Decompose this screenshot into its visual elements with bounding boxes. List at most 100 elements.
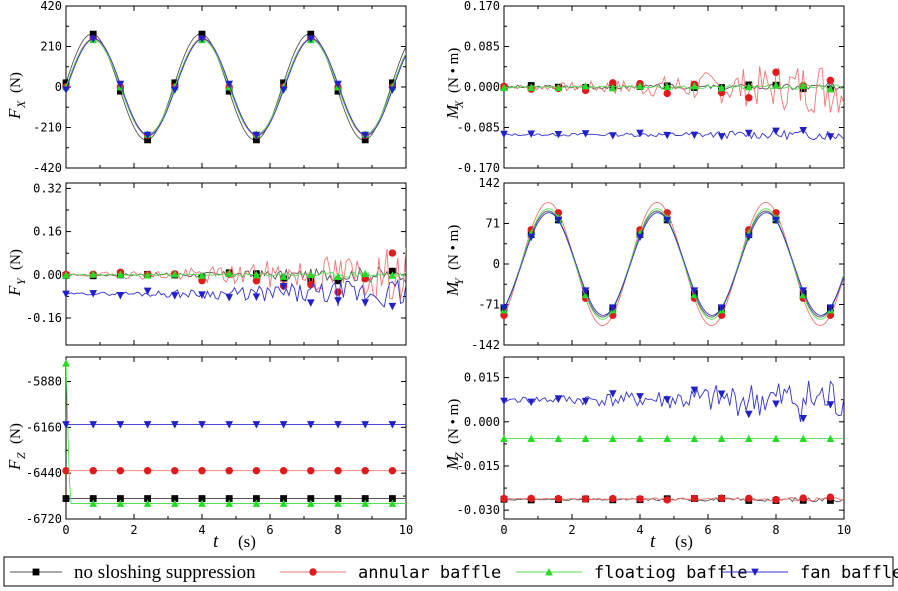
data-point-floating [279, 272, 288, 280]
data-point-fan [279, 421, 288, 429]
data-point-no_sloshing [117, 495, 124, 502]
data-point-no_sloshing [225, 87, 233, 95]
data-point-annular [717, 494, 726, 502]
data-point-floating [198, 499, 206, 507]
data-point-annular [279, 467, 288, 475]
x-tick-label: 8 [334, 523, 341, 537]
data-point-annular [388, 467, 397, 475]
data-point-fan [527, 233, 535, 242]
data-point-floating [307, 499, 315, 507]
data-point-fan [143, 421, 152, 429]
data-point-annular [307, 467, 315, 475]
data-point-fan [717, 304, 726, 312]
data-point-fan [89, 290, 97, 298]
x-tick-label: 6 [266, 523, 273, 537]
series-line-floating [66, 363, 406, 504]
series-line-floating [504, 83, 844, 91]
data-point-fan [690, 386, 699, 395]
x-axis-label-right: t [650, 531, 656, 552]
data-point-no_sloshing [62, 79, 70, 87]
data-point-no_sloshing [198, 495, 206, 502]
y-tick-label: 0 [493, 257, 500, 271]
data-point-fan [388, 302, 397, 311]
data-point-fan [554, 130, 563, 139]
data-point-floating [307, 270, 315, 279]
y-axis-label-subscript: Y [452, 277, 466, 285]
data-point-no_sloshing [334, 495, 342, 502]
y-axis-label: FZ (N) [5, 423, 28, 471]
panel-my: 142 71 0 -71 -142 MY (N • m) [443, 176, 845, 352]
data-point-fan [89, 35, 97, 43]
x-tick-label: 4 [636, 523, 643, 537]
data-point-annular [388, 249, 397, 257]
data-point-floating [252, 499, 261, 507]
y-axis-label-subscript: X [14, 100, 28, 109]
data-point-floating [554, 83, 563, 92]
data-point-annular [334, 288, 342, 296]
panel-fx: 420 210 0 -210 -420 FX (N) [5, 0, 407, 175]
plot-frame [65, 182, 407, 346]
data-point-no_sloshing [171, 495, 179, 502]
data-point-fan [527, 398, 535, 406]
data-point-no_sloshing [389, 495, 396, 502]
x-tick-label: 6 [704, 523, 711, 537]
data-point-annular [609, 79, 617, 87]
data-point-fan [690, 131, 699, 140]
y-axis-label-symbol: F [5, 108, 24, 120]
y-axis-label-unit: (N) [8, 423, 24, 444]
data-point-fan [171, 292, 179, 300]
series-line-fan [504, 212, 844, 316]
data-point-floating [745, 82, 753, 91]
y-axis-label-subscript: Z [14, 452, 28, 459]
data-point-floating [89, 270, 97, 278]
data-point-fan [279, 283, 288, 291]
data-point-fan [636, 129, 644, 138]
data-point-fan [89, 421, 97, 429]
data-point-fan [799, 414, 807, 423]
legend-label-floating: floatiog baffle [594, 563, 748, 583]
data-point-no_sloshing [253, 136, 260, 144]
data-point-fan [307, 35, 315, 43]
data-point-floating [279, 499, 288, 507]
y-axis-label: FX (N) [5, 72, 28, 120]
data-point-annular [500, 494, 508, 503]
data-point-no_sloshing [62, 495, 70, 502]
data-point-fan [252, 293, 261, 301]
data-point-fan [361, 421, 369, 429]
data-point-floating [171, 499, 179, 507]
y-tick-label: 420 [40, 0, 62, 13]
data-point-fan [745, 233, 753, 242]
data-point-fan [334, 297, 342, 305]
data-point-fan [225, 294, 233, 302]
data-point-no_sloshing [389, 79, 396, 87]
data-point-floating [198, 271, 206, 279]
data-point-fan [62, 86, 70, 94]
data-point-fan [143, 131, 152, 140]
data-point-floating [717, 83, 726, 92]
data-point-annular [143, 467, 152, 475]
data-point-no_sloshing [144, 495, 151, 502]
data-point-fan [636, 233, 644, 242]
data-point-floating [636, 434, 644, 442]
data-point-floating [663, 82, 671, 90]
data-point-floating [527, 434, 535, 442]
y-tick-label: -5880 [26, 375, 62, 389]
data-point-floating [225, 499, 233, 507]
data-point-floating [171, 270, 179, 278]
data-point-floating [62, 359, 70, 367]
y-tick-label: 0.16 [33, 225, 62, 239]
data-point-fan [799, 287, 807, 295]
x-axis-unit-right: (s) [675, 532, 693, 551]
y-tick-label: 71 [486, 217, 500, 231]
data-point-annular [198, 467, 206, 475]
y-tick-label: -0.015 [457, 459, 500, 473]
data-point-floating [527, 83, 535, 91]
data-point-fan [171, 86, 179, 94]
y-axis-label-subscript: Y [14, 277, 28, 285]
data-point-fan [225, 80, 233, 89]
y-tick-label: 210 [40, 40, 62, 54]
data-point-no_sloshing [307, 495, 315, 502]
data-point-no_sloshing [334, 277, 342, 285]
